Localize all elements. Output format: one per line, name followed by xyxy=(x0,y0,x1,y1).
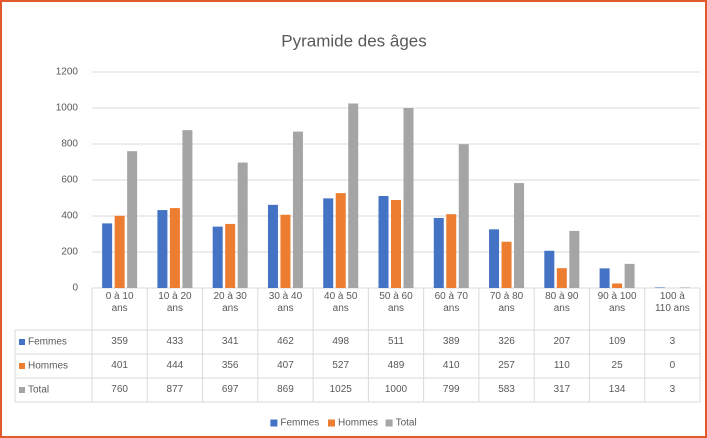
bar xyxy=(391,199,401,288)
x-tick-label: 20 à 30 ans xyxy=(213,291,247,314)
table-value: 444 xyxy=(166,360,184,371)
bar xyxy=(102,223,113,288)
bar xyxy=(323,198,334,288)
legend-label: Femmes xyxy=(280,418,319,429)
x-tick-label: 10 à 20 ans xyxy=(158,291,192,314)
table-value: 134 xyxy=(608,384,626,395)
x-tick-label: 90 à 100 ans xyxy=(597,291,637,314)
bar xyxy=(335,193,346,288)
table-value: 25 xyxy=(611,360,623,371)
bar xyxy=(544,250,555,288)
legend-key xyxy=(328,419,335,427)
y-tick-label: 1000 xyxy=(56,103,79,114)
table-row-label: Femmes xyxy=(28,337,67,348)
bar xyxy=(237,162,248,288)
table-value: 869 xyxy=(277,384,294,395)
bar xyxy=(157,210,168,288)
x-tick-label: 0 à 10 ans xyxy=(105,291,134,314)
table-value: 257 xyxy=(498,360,515,371)
bar xyxy=(514,183,525,288)
table-value: 326 xyxy=(498,336,515,347)
table-value: 0 xyxy=(669,360,676,371)
bar xyxy=(489,229,500,288)
y-tick-label: 400 xyxy=(61,211,78,222)
x-tick-label: 60 à 70 ans xyxy=(434,291,468,314)
table-row-label: Hommes xyxy=(28,361,68,372)
bar xyxy=(556,268,567,288)
legend-key xyxy=(385,419,393,427)
bar xyxy=(182,130,193,288)
y-tick-label: 800 xyxy=(61,139,78,150)
bar xyxy=(225,223,236,288)
table-value: 489 xyxy=(387,360,405,371)
table-value: 3 xyxy=(669,336,676,347)
table-legend-key xyxy=(19,387,25,393)
table-value: 433 xyxy=(166,336,184,347)
table-value: 462 xyxy=(277,336,294,347)
table-value: 389 xyxy=(442,336,460,347)
bar xyxy=(612,283,623,288)
x-tick-label: 30 à 40 ans xyxy=(268,291,303,314)
bar xyxy=(267,204,278,288)
table-value: 359 xyxy=(111,336,128,347)
legend-label: Hommes xyxy=(338,418,378,429)
bar xyxy=(624,263,635,288)
table-value: 410 xyxy=(442,360,460,371)
bar xyxy=(403,108,414,288)
table-legend-key xyxy=(19,339,25,345)
x-tick-label: 50 à 60 ans xyxy=(379,291,413,314)
table-value: 356 xyxy=(221,360,239,371)
bar xyxy=(599,268,610,288)
bar xyxy=(378,196,389,288)
bar xyxy=(114,215,125,288)
y-tick-label: 1200 xyxy=(56,67,79,78)
bar xyxy=(433,217,444,288)
y-tick-label: 200 xyxy=(61,247,78,258)
x-tick-label: 40 à 50 ans xyxy=(324,291,358,314)
table-value: 1025 xyxy=(329,384,352,395)
bar xyxy=(501,241,512,288)
bar xyxy=(169,208,180,288)
legend-key xyxy=(270,419,278,427)
bar xyxy=(446,214,457,288)
bar xyxy=(458,144,469,288)
legend-label: Total xyxy=(396,418,417,429)
table-value: 1000 xyxy=(384,384,408,395)
table-row-label: Total xyxy=(28,385,49,396)
table-value: 877 xyxy=(166,384,184,395)
table-value: 527 xyxy=(332,360,350,371)
table-value: 760 xyxy=(111,384,128,395)
y-tick-label: 600 xyxy=(61,175,78,186)
table-value: 583 xyxy=(498,384,515,395)
bar xyxy=(654,287,665,288)
bar xyxy=(212,226,223,288)
bar xyxy=(348,103,359,288)
x-tick-label: 100 à 110 ans xyxy=(654,291,690,314)
table-value: 511 xyxy=(388,336,404,347)
table-value: 110 xyxy=(553,360,570,371)
table-value: 341 xyxy=(221,336,239,347)
table-value: 109 xyxy=(608,336,626,347)
table-value: 407 xyxy=(277,360,294,371)
chart-title: Pyramide des âges xyxy=(281,31,427,50)
table-value: 317 xyxy=(553,384,571,395)
table-value: 3 xyxy=(669,384,676,395)
x-tick-label: 80 à 90 ans xyxy=(545,291,579,314)
bar xyxy=(569,230,580,288)
y-tick-label: 0 xyxy=(72,283,78,294)
bar xyxy=(127,151,138,288)
table-value: 697 xyxy=(221,384,239,395)
bar xyxy=(280,214,291,288)
table-value: 799 xyxy=(442,384,460,395)
table-value: 401 xyxy=(111,360,128,371)
table-value: 498 xyxy=(332,336,350,347)
bar xyxy=(679,287,690,288)
bar xyxy=(292,131,303,288)
table-value: 207 xyxy=(553,336,571,347)
x-tick-label: 70 à 80 ans xyxy=(489,291,524,314)
table-legend-key xyxy=(19,363,25,369)
